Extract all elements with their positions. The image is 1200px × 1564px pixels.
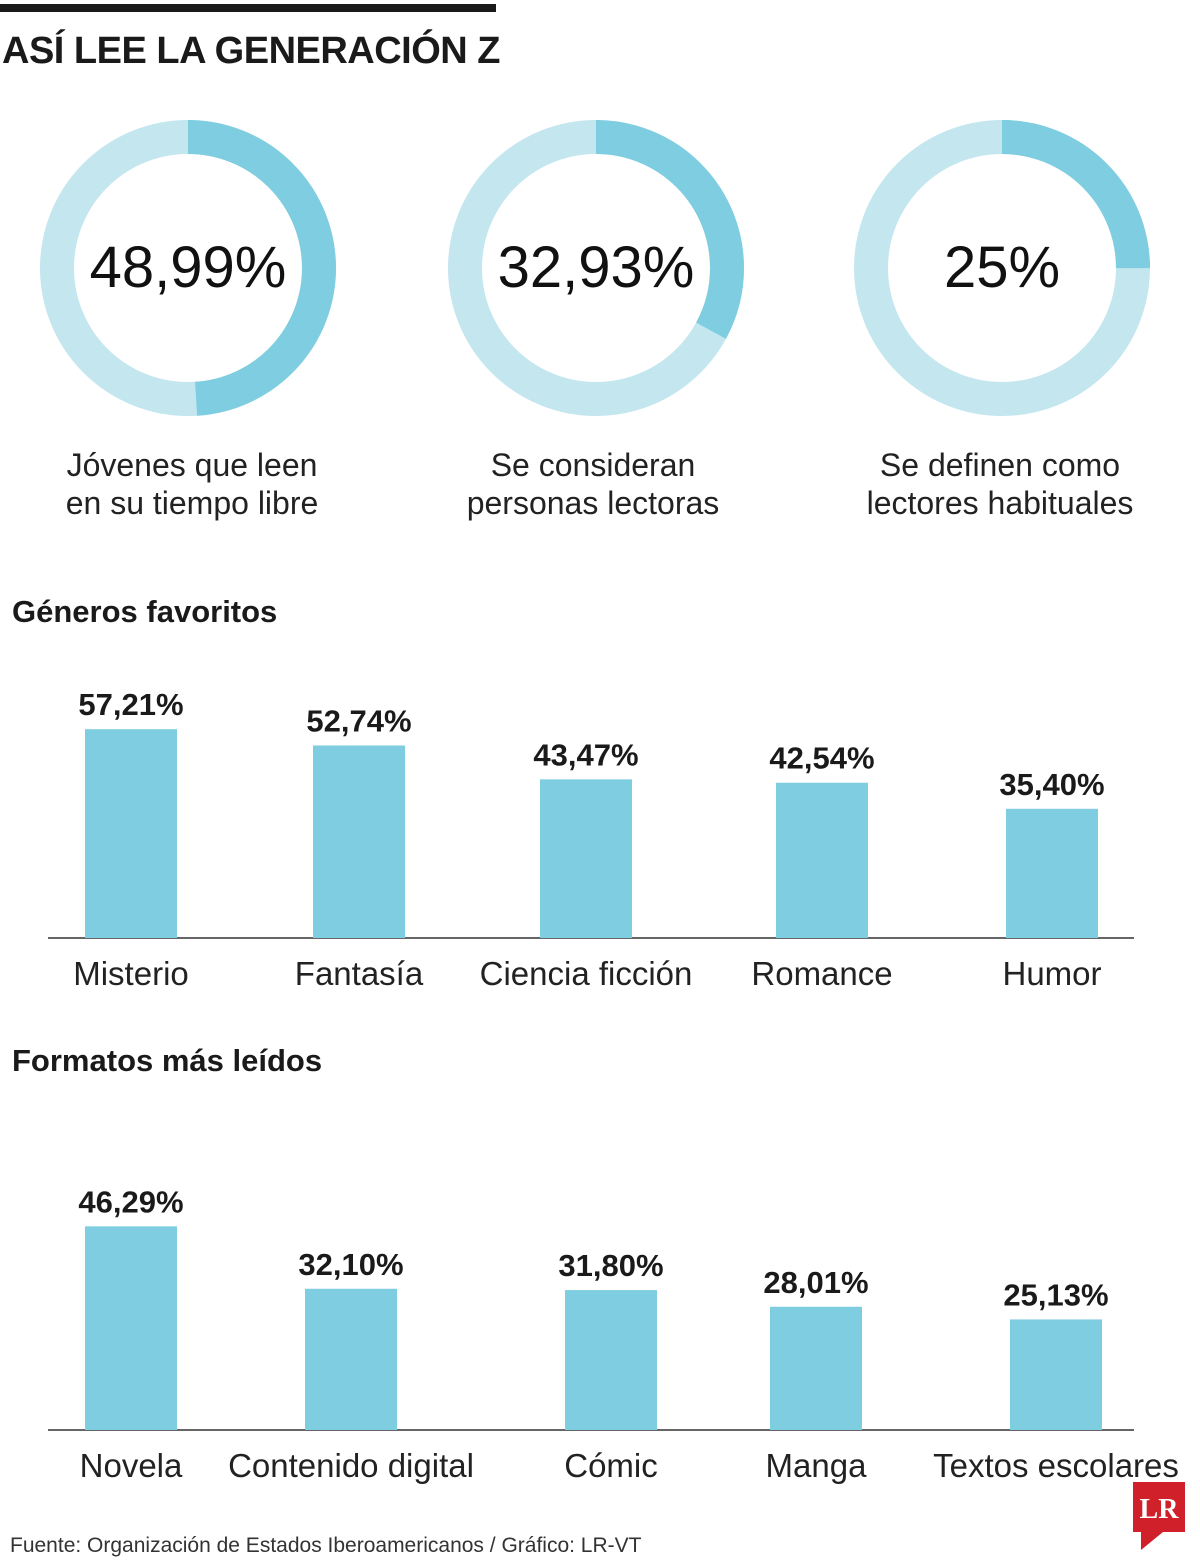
- bar: [85, 1226, 177, 1430]
- page-title: ASÍ LEE LA GENERACIÓN Z: [2, 30, 501, 72]
- bar-value-label: 35,40%: [999, 767, 1104, 802]
- donut-arc: [448, 120, 744, 416]
- donut-caption-1: Jóvenes que leen en su tiempo libre: [12, 446, 372, 522]
- donut-caption-2: Se consideran personas lectoras: [413, 446, 773, 522]
- bar-value-label: 43,47%: [533, 737, 638, 772]
- bar-value-label: 32,10%: [298, 1247, 403, 1282]
- donut-arc: [40, 120, 336, 416]
- genres-chart-title: Géneros favoritos: [12, 594, 278, 629]
- donut-caption-line: Se consideran: [490, 447, 696, 483]
- formats-bar-chart: 46,29% 32,10% 31,80% 28,01% 25,13% Novela Con…: [0, 1142, 1200, 1502]
- bar-value-label: 42,54%: [769, 741, 874, 776]
- bar-value-label: 46,29%: [78, 1184, 183, 1219]
- donut-caption-line: lectores habituales: [866, 485, 1134, 521]
- donut-arc: [854, 120, 1150, 416]
- donut-chart-3: 25%: [852, 118, 1152, 418]
- donut-caption-line: Jóvenes que leen: [66, 447, 318, 483]
- bar-value-label: 52,74%: [306, 703, 411, 738]
- bar: [565, 1290, 657, 1430]
- title-rule: [0, 4, 496, 12]
- donut-value: 48,99%: [89, 235, 287, 300]
- lr-logo-icon: LR: [1133, 1482, 1185, 1552]
- donut-caption-line: Se definen como: [879, 447, 1121, 483]
- bar-value-label: 25,13%: [1003, 1277, 1108, 1312]
- bar-value-label: 57,21%: [78, 687, 183, 722]
- category-label: Manga: [765, 1447, 867, 1484]
- bar: [776, 782, 868, 938]
- bar: [1006, 808, 1098, 938]
- donut-ring-1: [40, 120, 336, 416]
- donut-chart-2: 32,93%: [446, 118, 746, 418]
- svg-text:LR: LR: [1140, 1494, 1180, 1525]
- bar-value-label: 31,80%: [558, 1248, 663, 1283]
- formats-bar-svg: 46,29% 32,10% 31,80% 28,01% 25,13%: [48, 1184, 1134, 1431]
- donut-caption-3: Se definen como lectores habituales: [820, 446, 1180, 522]
- bar: [85, 729, 177, 938]
- bar: [540, 779, 632, 938]
- category-label: Humor: [1002, 955, 1102, 992]
- bar: [770, 1306, 862, 1430]
- donut-caption-line: personas lectoras: [466, 485, 720, 521]
- donut-value: 25%: [943, 235, 1061, 300]
- category-label: Ciencia ficción: [479, 955, 693, 992]
- bar: [1010, 1319, 1102, 1430]
- donut-caption-line: en su tiempo libre: [65, 485, 319, 521]
- category-label: Misterio: [73, 955, 189, 992]
- bar: [305, 1288, 397, 1430]
- donut-ring-3: [854, 120, 1150, 416]
- category-label: Textos escolares: [933, 1447, 1179, 1484]
- category-label: Fantasía: [294, 955, 424, 992]
- category-label: Cómic: [564, 1447, 658, 1484]
- formats-chart-title: Formatos más leídos: [12, 1043, 323, 1078]
- category-label: Novela: [79, 1447, 183, 1484]
- category-label: Contenido digital: [228, 1447, 474, 1484]
- category-label: Romance: [751, 955, 893, 992]
- bar: [313, 745, 405, 938]
- donut-chart-1: 48,99%: [38, 118, 338, 418]
- bar-value-label: 28,01%: [763, 1265, 868, 1300]
- donut-ring-2: [448, 120, 744, 416]
- genres-bar-svg: 57,21% 52,74% 43,47% 42,54% 35,40%: [48, 687, 1134, 939]
- source-note: Fuente: Organización de Estados Iberoame…: [10, 1534, 642, 1557]
- donut-value: 32,93%: [497, 235, 695, 300]
- genres-bar-chart: 57,21% 52,74% 43,47% 42,54% 35,40% Misterio F…: [0, 650, 1200, 1000]
